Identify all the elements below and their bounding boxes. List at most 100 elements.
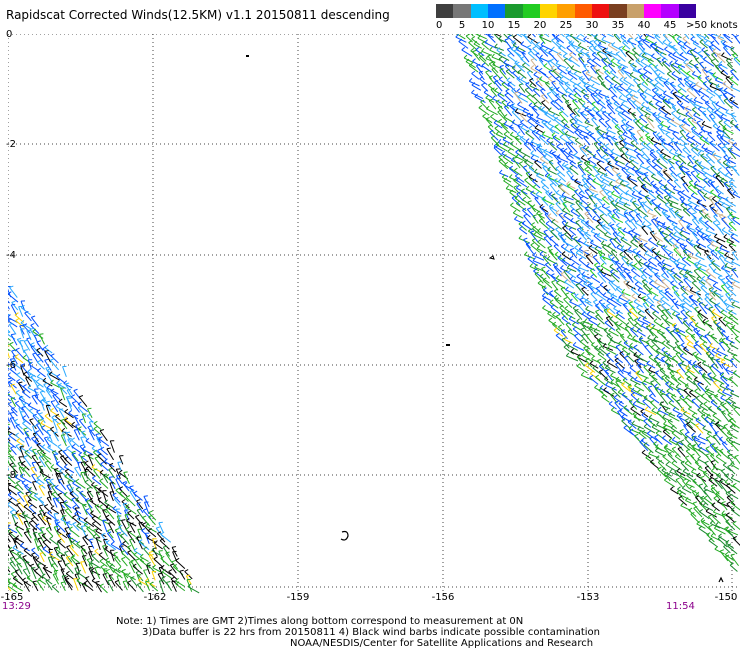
wind-barb: [690, 195, 700, 201]
wind-barb: [584, 213, 594, 224]
wind-barb: [497, 107, 505, 117]
wind-barb-feather: [691, 432, 695, 436]
wind-barb: [637, 170, 649, 177]
wind-barb-feather: [548, 107, 552, 111]
wind-barb-feather: [681, 123, 686, 128]
wind-barb: [548, 71, 557, 80]
wind-barb: [712, 154, 722, 164]
wind-barb-feather: [41, 397, 46, 401]
wind-barb-feather: [621, 167, 626, 170]
wind-barb: [66, 447, 75, 455]
wind-barb: [608, 330, 619, 337]
wind-barb: [725, 167, 733, 176]
wind-barb-feather: [577, 267, 582, 271]
wind-barb: [628, 263, 637, 271]
wind-barb-feather: [632, 185, 637, 189]
wind-barb: [580, 112, 590, 123]
wind-barb: [676, 266, 688, 272]
wind-barb-feather: [536, 210, 540, 214]
wind-barb: [665, 383, 674, 391]
wind-barb-feather: [553, 294, 558, 299]
wind-barb-feather: [597, 41, 602, 46]
wind-barb-feather: [716, 133, 721, 137]
wind-barb: [688, 255, 699, 260]
wind-barb-feather: [579, 196, 584, 200]
wind-barb-feather: [686, 421, 691, 425]
wind-barb-feather: [710, 419, 715, 423]
wind-barb-feather: [576, 125, 580, 129]
wind-barb-feather: [544, 172, 549, 177]
wind-barb-feather: [668, 232, 673, 236]
wind-barb-feather: [578, 75, 583, 79]
wind-barb: [701, 69, 710, 80]
wind-barb-feather: [529, 82, 533, 87]
wind-barb-feather: [617, 389, 622, 393]
wind-barb-feather: [726, 501, 731, 505]
wind-barb: [22, 404, 31, 412]
wind-barb-feather: [555, 76, 560, 80]
wind-barb: [695, 324, 706, 332]
wind-barb-feather: [625, 162, 629, 166]
wind-barb: [701, 210, 711, 219]
wind-barb: [588, 188, 598, 193]
wind-barb-feather: [568, 141, 573, 145]
wind-barb: [93, 423, 102, 430]
wind-barb-feather: [664, 317, 669, 321]
wind-barb-feather: [727, 156, 731, 160]
wind-barb-feather: [726, 238, 730, 242]
wind-barb: [523, 215, 532, 226]
wind-barb-feather: [729, 211, 733, 216]
wind-barb: [583, 162, 593, 171]
wind-barb-feather: [661, 302, 666, 306]
wind-barb-feather: [642, 38, 647, 42]
wind-barb-feather: [689, 418, 693, 422]
wind-barb: [697, 311, 709, 320]
wind-barb-feather: [636, 328, 641, 332]
wind-barb: [637, 120, 648, 130]
wind-barb-feather: [642, 316, 647, 320]
wind-barb: [659, 369, 670, 379]
wind-barb: [682, 258, 691, 267]
wind-barb-feather: [555, 209, 560, 214]
wind-barb-feather: [665, 461, 670, 466]
wind-barb-feather: [560, 147, 565, 151]
wind-barb-feather: [629, 197, 634, 202]
wind-barb-feather: [649, 304, 654, 308]
wind-barb-feather: [649, 267, 654, 271]
wind-barb-feather: [539, 251, 544, 255]
wind-barb-feather: [730, 553, 735, 556]
wind-barb-feather: [572, 326, 577, 330]
wind-barb-feather: [696, 230, 701, 233]
wind-barb: [601, 39, 614, 45]
wind-barb-feather: [81, 430, 86, 433]
wind-barb: [578, 248, 590, 256]
wind-barb: [512, 36, 523, 45]
wind-barb: [661, 469, 672, 477]
wind-barb-feather: [535, 119, 539, 123]
wind-barb: [720, 377, 730, 387]
wind-barb: [585, 308, 595, 314]
wind-barb: [39, 334, 45, 345]
wind-barb: [560, 330, 568, 340]
wind-barb-feather: [634, 281, 639, 285]
wind-barb-feather: [627, 246, 632, 251]
wind-barb: [715, 249, 725, 255]
wind-barb: [542, 307, 552, 314]
wind-barb: [7, 451, 16, 462]
wind-barb-feather: [642, 183, 646, 188]
wind-barb-feather: [656, 57, 661, 60]
wind-barb: [484, 42, 497, 49]
wind-barb-feather: [711, 308, 716, 313]
wind-barb-feather: [648, 385, 653, 388]
wind-barb: [658, 78, 670, 86]
wind-barb: [529, 143, 537, 152]
wind-barb-feather: [703, 401, 708, 405]
wind-barb-feather: [655, 101, 659, 105]
wind-barb-feather: [489, 129, 494, 133]
wind-barb: [643, 380, 654, 386]
wind-barb-feather: [590, 64, 595, 68]
wind-barb: [43, 384, 51, 394]
wind-barb: [7, 374, 16, 382]
wind-barb-feather: [29, 418, 34, 421]
wind-barb: [671, 432, 681, 440]
